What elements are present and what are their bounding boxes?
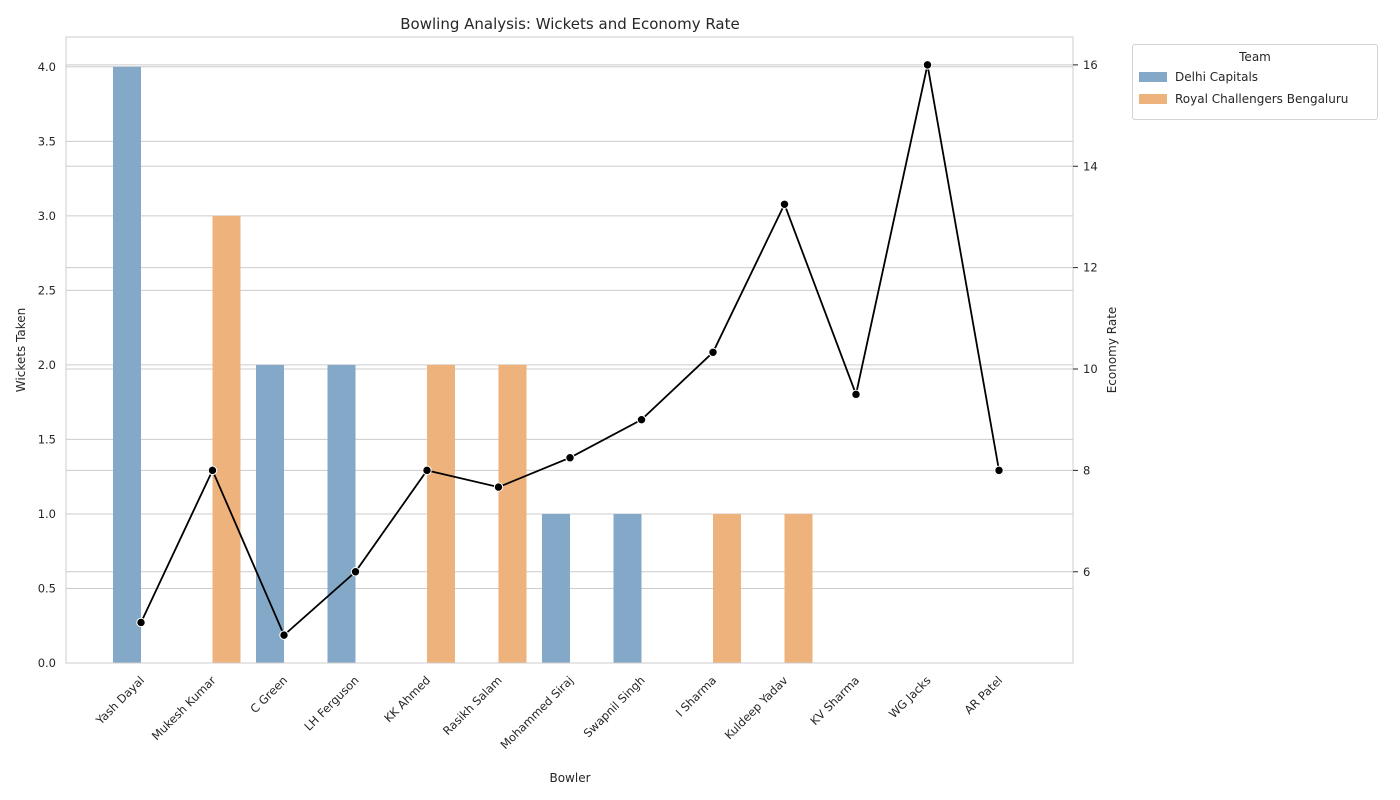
y-tick-label: 1.5 [38,432,56,446]
y2-tick-label: 10 [1083,362,1098,376]
bar-royal-challengers-bengaluru [713,513,741,663]
economy-rate-point [565,453,575,463]
x-tick-label: Rasikh Salam [440,673,505,738]
y-tick-label: 2.5 [38,283,56,297]
bar-delhi-capitals [113,66,141,664]
economy-rate-point [708,347,718,357]
x-tick-label: I Sharma [673,673,719,719]
y2-tick-label: 16 [1083,58,1098,72]
y-tick-label: 3.5 [38,134,56,148]
y-tick-label: 0.5 [38,581,56,595]
economy-rate-point [994,465,1004,476]
bar-royal-challengers-bengaluru [498,364,527,663]
x-ticks: Yash Dayal Mukesh Kumar C Green LH Ferguson… [92,673,1005,752]
y2-tick-label: 8 [1083,463,1090,477]
economy-rate-point [636,414,647,425]
bar-delhi-capitals [327,364,356,663]
y-tick-label: 2.0 [38,358,56,372]
economy-rate-point [279,630,289,640]
legend-item-delhi-capitals: Delhi Capitals [1139,69,1258,85]
x-tick-label: WG Jacks [886,673,934,721]
economy-rate-point [207,465,218,476]
legend-item-royal-challengers-bengaluru: Royal Challengers Bengaluru [1139,91,1348,107]
x-tick-label: Mohammed Siraj [497,673,576,752]
legend-title: Team [1239,50,1271,64]
economy-rate-point [851,389,861,400]
x-tick-label: KK Ahmed [381,673,433,725]
y2-tick-label: 6 [1083,565,1090,579]
x-axis-label: Bowler [549,771,590,785]
y2-tick-label: 12 [1083,261,1098,275]
legend-label: Delhi Capitals [1175,70,1259,84]
economy-line-layer [136,60,1004,640]
chart-title: Bowling Analysis: Wickets and Economy Ra… [400,15,739,33]
bar-delhi-capitals [613,513,642,663]
y2-axis-label: Economy Rate [1105,307,1119,394]
legend-swatch-royal-challengers-bengaluru [1139,94,1167,104]
x-tick-label: C Green [247,673,290,716]
y-tick-label: 3.0 [38,209,56,223]
x-tick-label: Mukesh Kumar [149,673,219,743]
x-tick-label: Kuldeep Yadav [722,673,791,742]
bar-delhi-capitals [256,364,284,663]
bar-royal-challengers-bengaluru [427,364,455,663]
economy-rate-point [422,465,432,476]
bar-royal-challengers-bengaluru [212,215,241,663]
legend-label: Royal Challengers Bengaluru [1175,92,1349,106]
x-tick-label: Swapnil Singh [581,673,648,740]
legend-swatch-delhi-capitals [1139,72,1167,82]
economy-rate-point [779,199,790,209]
x-tick-label: LH Ferguson [301,673,361,733]
economy-rate-point [922,60,933,70]
y-axis-label: Wickets Taken [14,308,28,392]
legend: Team Delhi Capitals Royal Challengers Be… [1132,44,1378,120]
bar-delhi-capitals [542,513,570,663]
y-tick-label: 4.0 [38,60,56,74]
economy-rate-point [350,567,361,577]
plot-frame [65,36,1074,664]
economy-rate-point [136,617,146,628]
y-tick-label: 0.0 [38,656,56,670]
y2-ticks: 6 8 10 12 14 16 [1073,58,1098,579]
x-tick-label: KV Sharma [807,673,862,728]
x-tick-label: Yash Dayal [92,673,147,728]
bar-royal-challengers-bengaluru [784,513,813,663]
x-tick-label: AR Patel [961,673,1005,717]
y-ticks: 0.0 0.5 1.0 1.5 2.0 2.5 3.0 3.5 4.0 [38,60,56,670]
y-tick-label: 1.0 [38,507,56,521]
bar-layer [113,66,813,664]
y2-tick-label: 14 [1083,159,1098,173]
economy-rate-point [493,482,504,492]
